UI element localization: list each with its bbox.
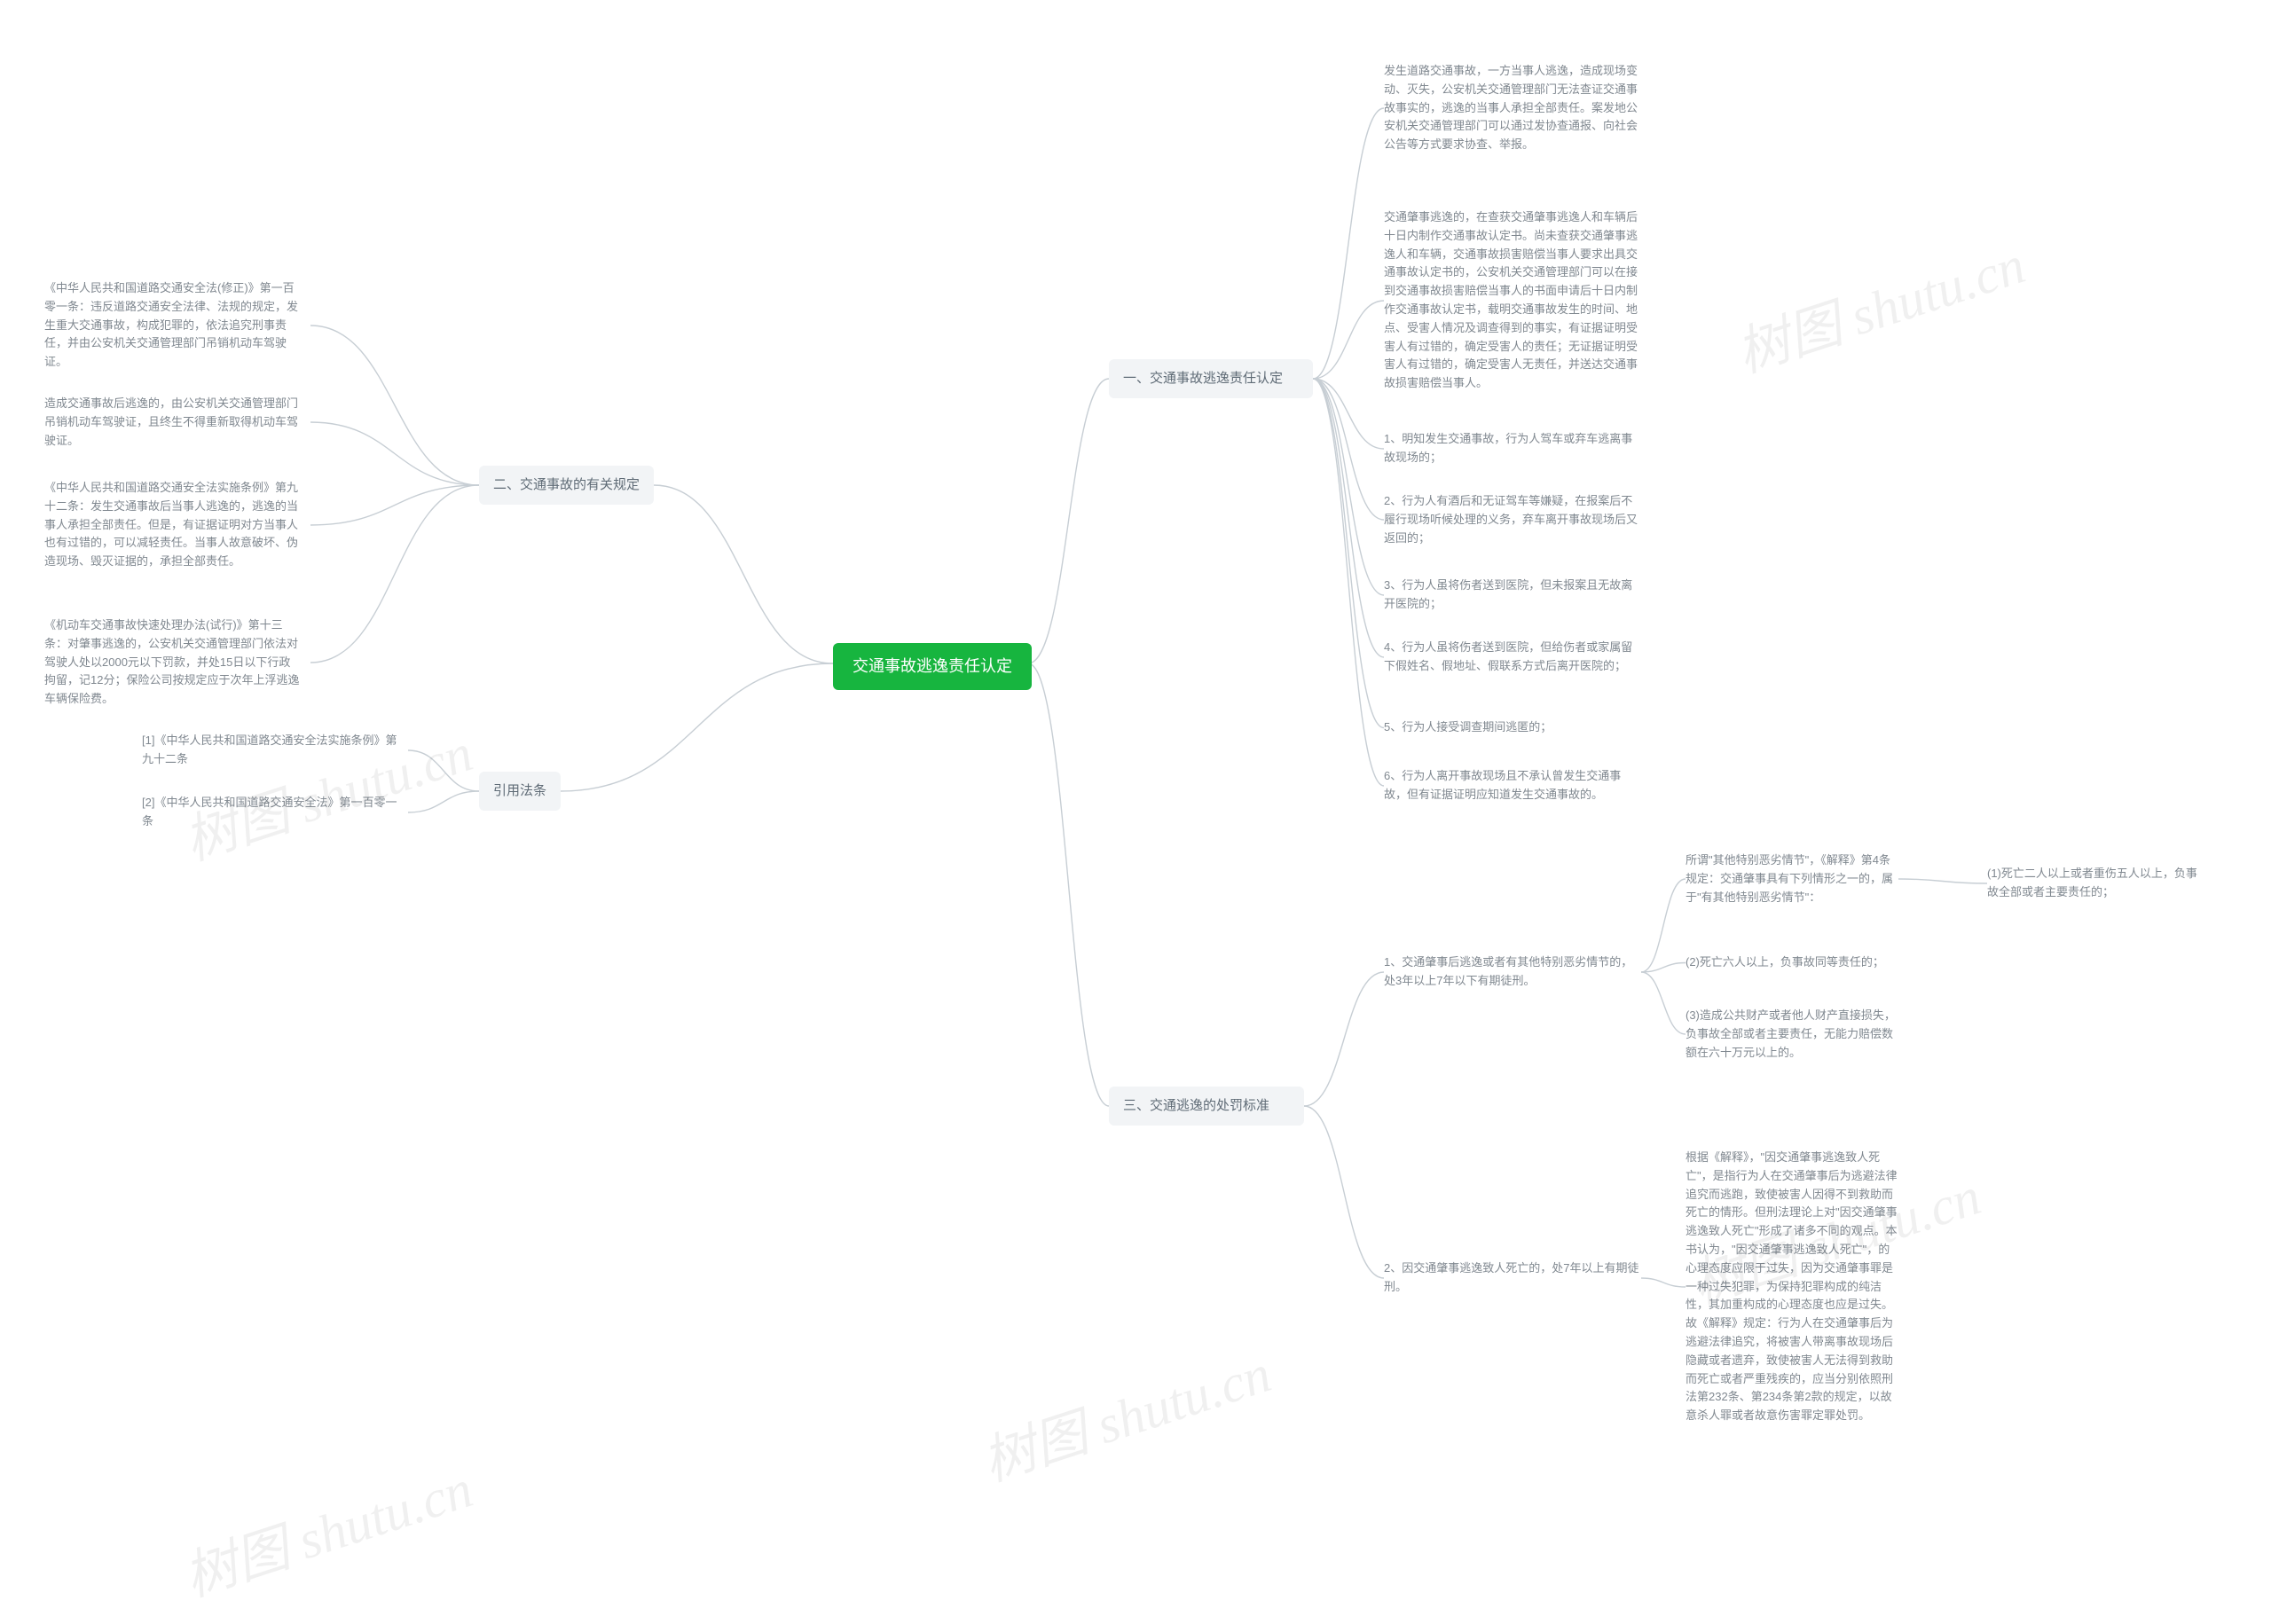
leaf-r1f: 4、行为人虽将伤者送到医院，但给伤者或家属留下假姓名、假地址、假联系方式后离开医… xyxy=(1384,639,1641,676)
watermark: 树图 shutu.cn xyxy=(1725,222,2033,388)
branch-r1: 一、交通事故逃逸责任认定 xyxy=(1109,359,1313,398)
leaf-l1b: 造成交通事故后逃逸的，由公安机关交通管理部门吊销机动车驾驶证，且终生不得重新取得… xyxy=(44,395,302,450)
center-node: 交通事故逃逸责任认定 xyxy=(833,643,1032,690)
leaf-l2a: [1]《中华人民共和国道路交通安全法实施条例》第九十二条 xyxy=(142,732,399,769)
leaf-r1d: 2、行为人有酒后和无证驾车等嫌疑，在报案后不履行现场听候处理的义务，弃车离开事故… xyxy=(1384,492,1641,547)
leaf-r2a2: (2)死亡六人以上，负事故同等责任的； xyxy=(1686,953,1898,972)
leaf-r2a1: 所谓"其他特别恶劣情节"，《解释》第4条规定：交通肇事具有下列情形之一的，属于"… xyxy=(1686,851,1898,906)
leaf-r2b1: 根据《解释》，"因交通肇事逃逸致人死亡"，是指行为人在交通肇事后为逃避法律追究而… xyxy=(1686,1149,1898,1425)
leaf-l2b: [2]《中华人民共和国道路交通安全法》第一百零一条 xyxy=(142,794,399,831)
leaf-r2a1a: (1)死亡二人以上或者重伤五人以上，负事故全部或者主要责任的； xyxy=(1987,865,2200,902)
leaf-r1c: 1、明知发生交通事故，行为人驾车或弃车逃离事故现场的； xyxy=(1384,430,1641,467)
leaf-r2a3: (3)造成公共财产或者他人财产直接损失，负事故全部或者主要责任，无能力赔偿数额在… xyxy=(1686,1007,1898,1062)
leaf-r1a: 发生道路交通事故，一方当事人逃逸，造成现场变动、灭失，公安机关交通管理部门无法查… xyxy=(1384,62,1641,154)
leaf-r1h: 6、行为人离开事故现场且不承认曾发生交通事故，但有证据证明应知道发生交通事故的。 xyxy=(1384,767,1641,804)
leaf-r1g: 5、行为人接受调查期间逃匿的； xyxy=(1384,718,1641,737)
leaf-r1e: 3、行为人虽将伤者送到医院，但未报案且无故离开医院的； xyxy=(1384,577,1641,614)
leaf-l1d: 《机动车交通事故快速处理办法(试行)》第十三条：对肇事逃逸的，公安机关交通管理部… xyxy=(44,616,302,709)
leaf-r2a: 1、交通肇事后逃逸或者有其他特别恶劣情节的，处3年以上7年以下有期徒刑。 xyxy=(1384,953,1641,991)
branch-r2: 三、交通逃逸的处罚标准 xyxy=(1109,1087,1304,1126)
leaf-l1c: 《中华人民共和国道路交通安全法实施条例》第九十二条：发生交通事故后当事人逃逸的，… xyxy=(44,479,302,571)
leaf-r1b: 交通肇事逃逸的，在查获交通肇事逃逸人和车辆后十日内制作交通事故认定书。尚未查获交… xyxy=(1384,208,1641,393)
watermark: 树图 shutu.cn xyxy=(173,1446,481,1612)
branch-l1: 二、交通事故的有关规定 xyxy=(479,466,654,505)
branch-l2: 引用法条 xyxy=(479,772,561,811)
leaf-l1a: 《中华人民共和国道路交通安全法(修正)》第一百零一条：违反道路交通安全法律、法规… xyxy=(44,279,302,372)
watermark: 树图 shutu.cn xyxy=(971,1330,1279,1496)
leaf-r2b: 2、因交通肇事逃逸致人死亡的，处7年以上有期徒刑。 xyxy=(1384,1259,1641,1297)
